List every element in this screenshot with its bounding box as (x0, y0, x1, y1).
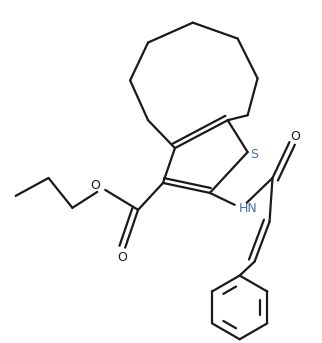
Text: O: O (290, 130, 300, 143)
Text: S: S (251, 147, 259, 161)
Text: O: O (90, 179, 100, 192)
Text: O: O (117, 251, 127, 264)
Text: HN: HN (239, 202, 257, 215)
